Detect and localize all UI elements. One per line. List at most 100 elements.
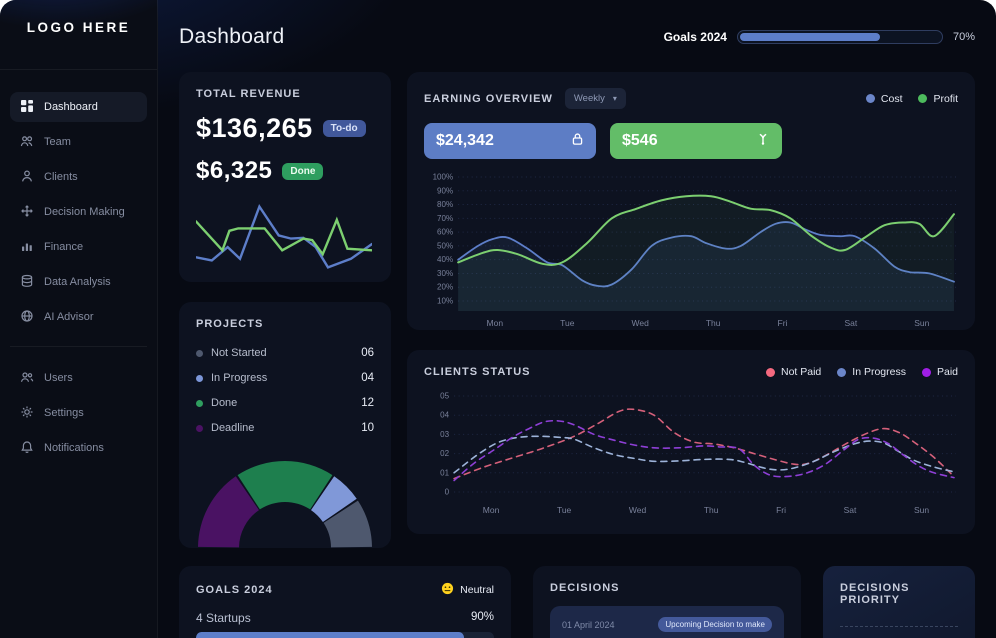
svg-text:01: 01: [440, 468, 449, 477]
cost-value: $24,342: [436, 132, 494, 149]
goals-progress-bar: [736, 30, 943, 44]
x-axis-label: Fri: [776, 505, 787, 515]
page-title: Dashboard: [179, 25, 285, 48]
goal-percent: 90%: [470, 611, 494, 623]
sidebar-item-label: Finance: [44, 241, 84, 253]
sidebar-item-label: Data Analysis: [44, 276, 111, 288]
legend-dot: [196, 349, 203, 357]
mood-indicator: Neutral: [441, 582, 494, 598]
sidebar-item-clients[interactable]: Clients: [10, 162, 147, 192]
goals-2024-card: GOALS 2024 Neutral 4 Startups 90% MRR Re…: [179, 566, 511, 638]
x-axis-label: Thu: [705, 318, 721, 328]
legend-dot: [921, 367, 931, 377]
svg-text:60%: 60%: [437, 228, 453, 237]
x-axis-label: Tue: [560, 318, 575, 328]
legend-paid[interactable]: Paid: [921, 366, 958, 378]
legend-label: Deadline: [211, 422, 255, 434]
clients-x-axis: Mon Tue Wed Thu Fri Sat Sun: [424, 505, 958, 515]
sidebar-item-users[interactable]: Users: [10, 363, 147, 393]
svg-text:0: 0: [445, 488, 450, 497]
earning-overview-card: EARNING OVERVIEW Weekly ▾ Cost: [407, 72, 975, 330]
svg-text:02: 02: [440, 449, 449, 458]
team-icon: [20, 134, 34, 151]
earning-x-axis: Mon Tue Wed Thu Fri Sat Sun: [424, 318, 958, 328]
decision-arrows-icon: [20, 204, 34, 221]
clients-status-card: CLIENTS STATUS Not Paid In Progress: [407, 350, 975, 534]
person-icon: [20, 169, 34, 186]
card-title: CLIENTS STATUS: [424, 366, 531, 378]
decision-date: 01 April 2024: [562, 619, 615, 630]
goals-percent: 70%: [952, 31, 975, 43]
neutral-face-icon: [441, 582, 454, 598]
sidebar-item-team[interactable]: Team: [10, 127, 147, 157]
legend-label: Not Started: [211, 347, 267, 359]
sidebar-item-settings[interactable]: Settings: [10, 398, 147, 428]
profit-stat-pill: $546: [610, 123, 782, 159]
svg-text:03: 03: [440, 430, 449, 439]
decision-entry[interactable]: 01 April 2024 Upcoming Decision to make …: [550, 606, 784, 638]
sidebar-item-decision-making[interactable]: Decision Making: [10, 197, 147, 227]
card-title: GOALS 2024: [196, 584, 273, 596]
svg-text:70%: 70%: [437, 214, 453, 223]
x-axis-label: Tue: [556, 505, 572, 515]
period-select[interactable]: Weekly ▾: [564, 88, 626, 109]
legend-dot: [196, 399, 203, 407]
legend-dot: [196, 424, 203, 432]
goals-progress-fill: [739, 33, 880, 41]
sidebar-item-notifications[interactable]: Notifications: [10, 433, 147, 463]
svg-text:10%: 10%: [437, 297, 453, 306]
profit-value: $546: [622, 132, 658, 149]
legend-in-progress[interactable]: In Progress: [837, 366, 906, 378]
revenue-sparkline-chart: [196, 203, 372, 269]
x-axis-label: Mon: [482, 505, 500, 515]
legend-cost[interactable]: Cost: [865, 93, 902, 105]
goal-label: 4 Startups: [196, 611, 251, 625]
todo-badge: To-do: [322, 120, 366, 137]
bar-chart-icon: [20, 239, 34, 256]
x-axis-label: Sat: [843, 505, 857, 515]
dashboard-icon: [20, 99, 34, 116]
clients-status-chart: 05 04 03 02 01 0: [440, 392, 956, 497]
card-title: PROJECTS: [196, 318, 264, 330]
sidebar-item-label: Notifications: [44, 442, 104, 454]
legend-count: 10: [361, 422, 374, 434]
priority-divider: [840, 626, 958, 627]
sidebar-item-finance[interactable]: Finance: [10, 232, 147, 262]
projects-card: PROJECTS Not Started 06 In Progress 04: [179, 302, 391, 548]
legend-label: Done: [211, 397, 238, 409]
earning-legend: Cost Profit: [865, 93, 958, 105]
main-content: Dashboard Goals 2024 70% TOTAL REVENUE $…: [158, 0, 996, 638]
legend-dot: [766, 367, 775, 377]
sidebar-item-data-analysis[interactable]: Data Analysis: [10, 267, 147, 297]
sidebar-item-dashboard[interactable]: Dashboard: [10, 92, 147, 122]
legend-dot: [837, 367, 847, 377]
sidebar-item-ai-advisor[interactable]: AI Advisor: [10, 302, 147, 332]
legend-label: Not Paid: [781, 366, 822, 378]
x-axis-label: Wed: [628, 505, 647, 515]
x-axis-label: Sun: [914, 318, 930, 328]
projects-donut-chart: [198, 461, 372, 548]
globe-icon: [20, 309, 34, 326]
legend-not-paid[interactable]: Not Paid: [766, 366, 821, 378]
legend-profit[interactable]: Profit: [918, 93, 958, 105]
legend-dot: [196, 374, 203, 382]
legend-dot: [918, 94, 928, 103]
svg-text:90%: 90%: [437, 186, 453, 195]
main-header: Dashboard Goals 2024 70%: [179, 0, 975, 62]
svg-text:40%: 40%: [437, 255, 453, 264]
svg-text:04: 04: [440, 411, 449, 420]
legend-label: In Progress: [211, 372, 268, 384]
mood-label: Neutral: [460, 584, 494, 596]
sidebar-item-label: AI Advisor: [44, 311, 94, 323]
lock-icon: [571, 132, 584, 151]
period-select-value: Weekly: [573, 93, 605, 104]
bell-icon: [20, 440, 34, 457]
x-axis-label: Mon: [486, 318, 504, 328]
sidebar-divider: [10, 346, 147, 347]
sidebar-nav: Dashboard Team Clients Decision Making F…: [0, 70, 157, 468]
svg-text:05: 05: [440, 392, 449, 401]
legend-label: Profit: [933, 92, 958, 105]
svg-text:30%: 30%: [437, 269, 453, 278]
legend-row-deadline: Deadline 10: [196, 419, 374, 437]
